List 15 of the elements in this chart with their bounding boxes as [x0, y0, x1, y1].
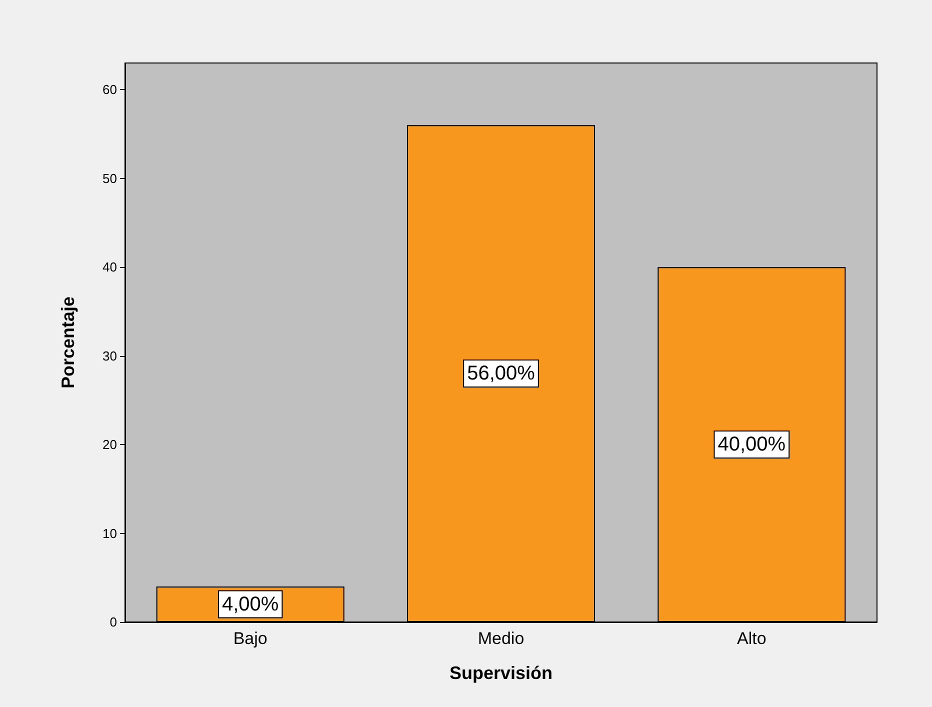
y-tick-label: 20 [102, 437, 117, 452]
y-tick-label: 50 [102, 170, 117, 186]
y-tick-label: 40 [102, 260, 117, 275]
y-tick-label: 10 [102, 526, 117, 541]
x-axis-title: Supervisión [449, 663, 553, 683]
y-tick-label: 30 [102, 348, 117, 364]
x-tick-label: Alto [737, 629, 766, 648]
data-label: 56,00% [467, 362, 536, 385]
y-axis-title: Porcentaje [58, 296, 78, 389]
x-tick-label: Bajo [233, 629, 268, 648]
y-tick-label: 0 [110, 614, 117, 630]
data-label: 4,00% [222, 593, 279, 616]
data-label: 40,00% [718, 434, 786, 456]
y-tick-label: 60 [102, 82, 117, 98]
x-tick-label: Medio [478, 629, 524, 648]
